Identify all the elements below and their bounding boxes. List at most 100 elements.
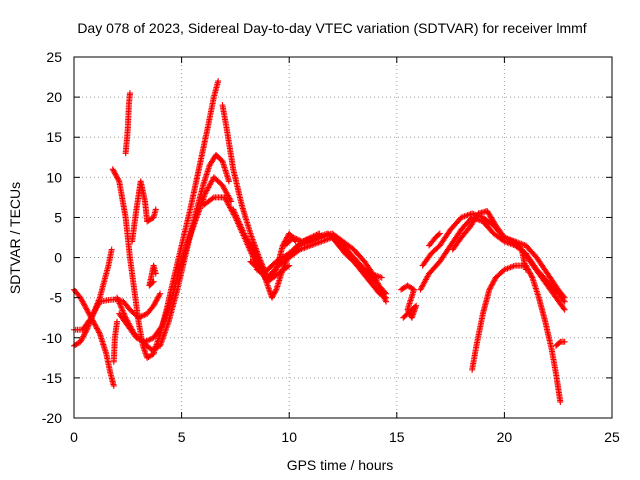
y-tick-label: 15 [46, 129, 62, 145]
data-point [304, 235, 311, 242]
data-point [283, 235, 290, 242]
data-point [527, 270, 534, 277]
data-point [148, 346, 155, 353]
data-point [91, 321, 98, 328]
data-point [313, 231, 320, 238]
series-track-9 [129, 178, 159, 245]
data-point [151, 345, 158, 352]
data-point [91, 320, 98, 327]
data-point [215, 78, 222, 85]
data-point [78, 336, 85, 343]
x-tick-label: 0 [70, 429, 78, 445]
data-point [517, 245, 524, 252]
data-point [115, 297, 122, 304]
data-point [255, 259, 262, 266]
data-point [153, 297, 160, 304]
data-point [491, 277, 498, 284]
data-point [300, 237, 307, 244]
data-point [291, 235, 298, 242]
data-point [487, 285, 494, 292]
data-point [110, 167, 117, 174]
chart-title: Day 078 of 2023, Sidereal Day-to-day VTE… [77, 20, 586, 36]
data-point [306, 235, 313, 242]
data-point [114, 175, 121, 182]
data-point [151, 301, 158, 308]
data-point [269, 293, 276, 300]
y-axis-label: SDTVAR / TECUs [7, 182, 23, 294]
data-point [489, 279, 496, 286]
data-point [157, 290, 164, 297]
data-point [316, 230, 323, 237]
data-point [146, 336, 153, 343]
data-point [152, 206, 159, 213]
data-point [147, 336, 154, 343]
data-point [505, 236, 512, 243]
data-point [95, 328, 102, 335]
data-point [115, 177, 122, 184]
x-axis-tick-labels: 0 5 10 15 20 25 [70, 429, 620, 445]
series-track-19 [417, 214, 568, 305]
data-point [225, 178, 232, 185]
data-point [136, 336, 143, 343]
series-track-21 [426, 230, 443, 249]
data-point [116, 300, 123, 307]
data-point [155, 293, 162, 300]
data-point [77, 338, 84, 345]
data-point [293, 235, 300, 242]
data-point [78, 337, 85, 344]
series-track-24 [512, 238, 529, 273]
data-point [139, 312, 146, 319]
data-point [272, 287, 279, 294]
data-point [117, 301, 124, 308]
data-point [134, 335, 141, 342]
data-point [133, 334, 140, 341]
data-point [489, 281, 496, 288]
data-point [137, 336, 144, 343]
data-point [401, 313, 408, 320]
data-point [301, 237, 308, 244]
data-point [250, 249, 257, 256]
series-track-25 [553, 338, 568, 349]
data-point [83, 306, 90, 313]
data-point [400, 314, 407, 321]
data-point [150, 302, 157, 309]
data-point [126, 90, 133, 97]
data-point [78, 297, 85, 304]
data-point [120, 308, 127, 315]
data-point [156, 291, 163, 298]
data-point [490, 278, 497, 285]
data-point [114, 318, 121, 325]
data-point [486, 286, 493, 293]
data-point [96, 329, 103, 336]
data-point [251, 250, 258, 257]
data-point [309, 233, 316, 240]
data-point [111, 168, 118, 175]
data-point [284, 234, 291, 241]
data-point [108, 246, 115, 253]
data-point [310, 233, 317, 240]
data-point [93, 324, 100, 331]
data-point [139, 337, 146, 344]
data-point [253, 254, 260, 261]
data-point [114, 296, 121, 303]
data-point [561, 338, 568, 345]
data-point [144, 337, 151, 344]
data-point [82, 329, 89, 336]
data-point [152, 344, 159, 351]
data-point [152, 298, 159, 305]
data-point [522, 266, 529, 273]
data-point [114, 294, 121, 301]
data-point [111, 170, 118, 177]
data-point [79, 334, 86, 341]
data-point [83, 328, 90, 335]
series-track-4 [110, 318, 121, 365]
data-point [119, 307, 126, 314]
data-point [114, 174, 121, 181]
data-point [270, 291, 277, 298]
data-point [501, 234, 508, 241]
data-point [436, 230, 443, 237]
data-point [117, 303, 124, 310]
series-track-8 [116, 174, 235, 345]
data-point [154, 344, 161, 351]
data-point [504, 235, 511, 242]
